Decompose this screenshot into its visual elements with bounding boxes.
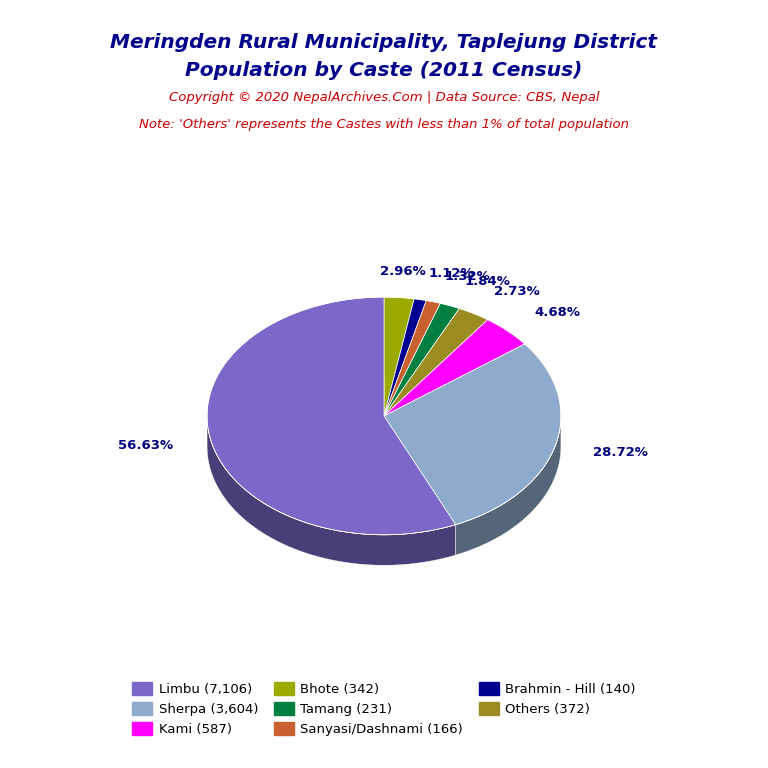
Polygon shape: [384, 300, 440, 416]
Polygon shape: [384, 344, 561, 525]
Text: Note: 'Others' represents the Castes with less than 1% of total population: Note: 'Others' represents the Castes wit…: [139, 118, 629, 131]
Text: 2.73%: 2.73%: [494, 285, 539, 297]
Polygon shape: [384, 319, 525, 416]
Text: 4.68%: 4.68%: [535, 306, 581, 319]
Legend: Limbu (7,106), Sherpa (3,604), Kami (587), Bhote (342), Tamang (231), Sanyasi/Da: Limbu (7,106), Sherpa (3,604), Kami (587…: [127, 677, 641, 741]
Text: 56.63%: 56.63%: [118, 439, 173, 452]
Polygon shape: [384, 297, 414, 416]
Polygon shape: [384, 309, 488, 416]
Text: Copyright © 2020 NepalArchives.Com | Data Source: CBS, Nepal: Copyright © 2020 NepalArchives.Com | Dat…: [169, 91, 599, 104]
Text: Population by Caste (2011 Census): Population by Caste (2011 Census): [185, 61, 583, 80]
Text: Meringden Rural Municipality, Taplejung District: Meringden Rural Municipality, Taplejung …: [111, 33, 657, 51]
Text: 1.32%: 1.32%: [444, 270, 490, 283]
Text: 28.72%: 28.72%: [593, 445, 648, 458]
Polygon shape: [207, 297, 455, 535]
Polygon shape: [384, 303, 459, 416]
Text: 1.84%: 1.84%: [465, 275, 511, 288]
Polygon shape: [455, 418, 561, 555]
Text: 2.96%: 2.96%: [379, 265, 425, 278]
Polygon shape: [384, 299, 426, 416]
Text: 1.12%: 1.12%: [429, 267, 474, 280]
Polygon shape: [207, 417, 455, 565]
